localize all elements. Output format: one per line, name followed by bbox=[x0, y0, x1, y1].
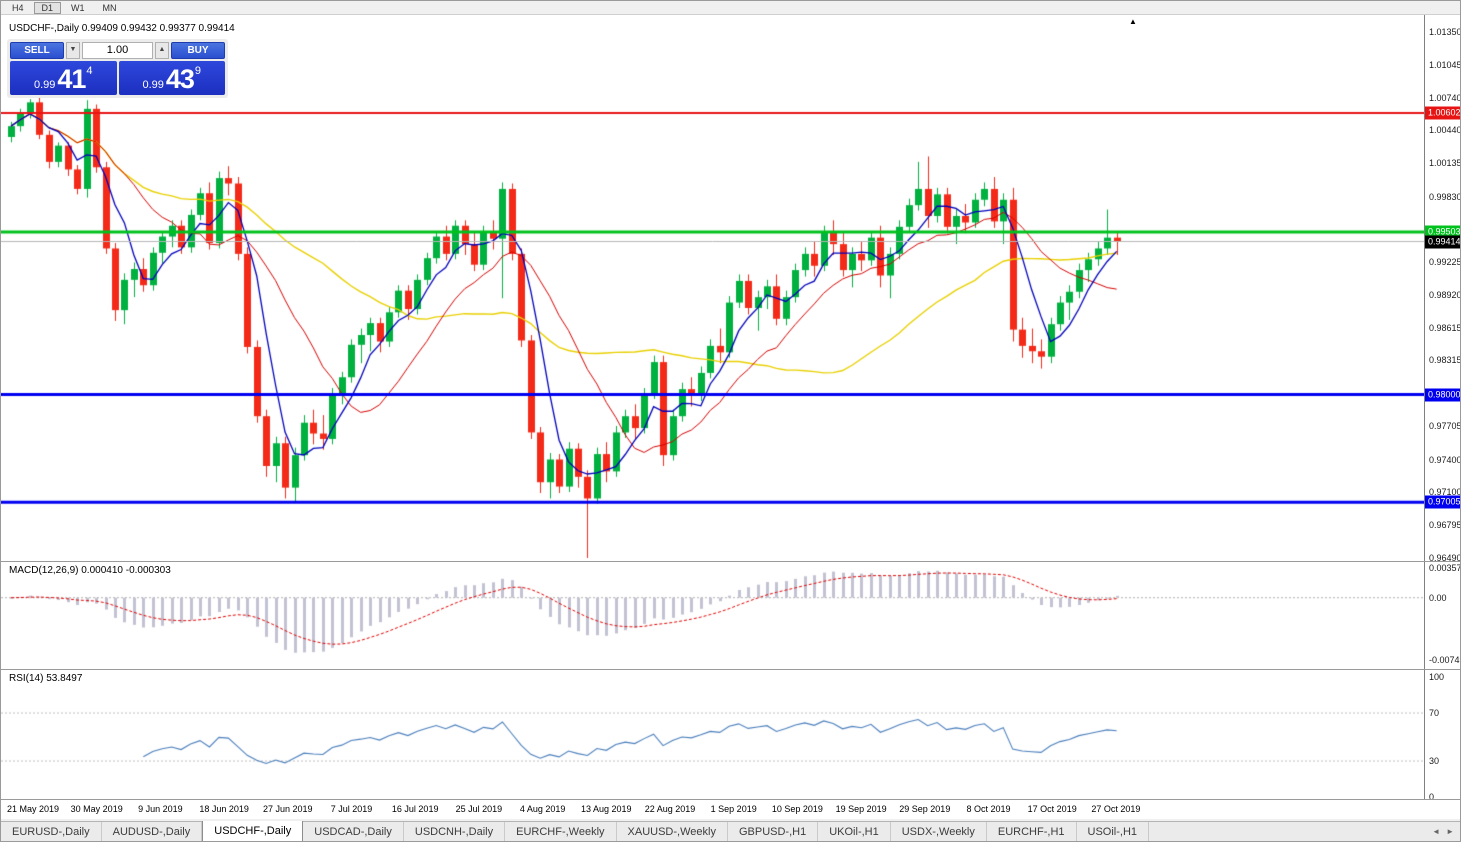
price-axis-label: 0.98615 bbox=[1429, 323, 1461, 333]
chart-window: USDCHF-,Daily 0.99409 0.99432 0.99377 0.… bbox=[1, 15, 1461, 819]
date-axis-label: 25 Jul 2019 bbox=[455, 804, 503, 814]
date-axis-label: 8 Oct 2019 bbox=[966, 804, 1011, 814]
chart-tab-usdcad-daily[interactable]: USDCAD-,Daily bbox=[303, 822, 404, 841]
date-axis-label: 29 Sep 2019 bbox=[899, 804, 951, 814]
macd-axis-label: 0.003574 bbox=[1429, 562, 1460, 573]
chart-tab-gbpusd-h1[interactable]: GBPUSD-,H1 bbox=[728, 822, 819, 841]
price-axis-label: 0.99225 bbox=[1429, 256, 1461, 267]
date-axis-label: 21 May 2019 bbox=[6, 804, 60, 814]
date-axis-label: 13 Aug 2019 bbox=[581, 804, 632, 814]
date-axis-label: 10 Sep 2019 bbox=[771, 804, 823, 814]
chart-tab-usoil-h1[interactable]: USOil-,H1 bbox=[1077, 822, 1150, 841]
chart-tab-bar: EURUSD-,Daily AUDUSD-,Daily USDCHF-,Daily U… bbox=[1, 821, 1460, 841]
panel-separator[interactable] bbox=[1, 561, 1460, 562]
price-axis-label: 0.98315 bbox=[1429, 355, 1461, 366]
sell-button[interactable]: SELL bbox=[10, 42, 64, 59]
price-axis-label: 1.00440 bbox=[1429, 125, 1461, 136]
price-chart-canvas[interactable] bbox=[1, 15, 1424, 561]
buy-price-box[interactable]: 0.99 43 9 bbox=[118, 61, 225, 95]
timeframe-toolbar: H4 D1 W1 MN bbox=[1, 1, 1460, 15]
price-axis-label: 0.96795 bbox=[1429, 519, 1461, 530]
date-axis-label: 1 Sep 2019 bbox=[710, 804, 757, 814]
date-axis-label: 7 Jul 2019 bbox=[330, 804, 373, 814]
date-axis-label: 30 May 2019 bbox=[70, 804, 123, 814]
chart-tab-usdcnh-daily[interactable]: USDCNH-,Daily bbox=[404, 822, 506, 841]
tab-scroll-left-button[interactable]: ◄ bbox=[1432, 827, 1441, 836]
rsi-axis-label: 100 bbox=[1429, 672, 1445, 682]
axis-separator bbox=[1424, 15, 1425, 799]
rsi-label: RSI(14) 53.8497 bbox=[9, 673, 83, 684]
sell-price-base: 0.99 bbox=[33, 79, 56, 91]
level-price-tag: 0.97005 bbox=[1425, 495, 1460, 509]
panel-separator[interactable] bbox=[1, 669, 1460, 670]
level-price-tag: 0.98000 bbox=[1425, 388, 1460, 402]
sell-price-box[interactable]: 0.99 41 4 bbox=[10, 61, 117, 95]
timeframe-button-mn[interactable]: MN bbox=[102, 2, 117, 13]
price-axis-label: 0.97400 bbox=[1429, 454, 1461, 465]
macd-canvas[interactable] bbox=[1, 561, 1424, 669]
buy-price-pip-digit: 9 bbox=[194, 65, 202, 77]
date-axis-label: 4 Aug 2019 bbox=[519, 804, 566, 814]
macd-axis-label: -0.00749 bbox=[1429, 654, 1461, 665]
one-click-trading-panel: SELL ▼ 1.00 ▲ BUY 0.99 41 4 0.99 43 9 bbox=[7, 39, 228, 98]
chart-tab-list: EURUSD-,Daily AUDUSD-,Daily USDCHF-,Daily U… bbox=[1, 821, 1150, 841]
volume-down-button[interactable]: ▼ bbox=[66, 42, 80, 59]
chart-tab-eurchf-h1[interactable]: EURCHF-,H1 bbox=[987, 822, 1077, 841]
sell-price-big-digits: 41 bbox=[57, 64, 86, 94]
chart-tab-usdchf-daily[interactable]: USDCHF-,Daily bbox=[202, 821, 304, 841]
price-chart-panel: USDCHF-,Daily 0.99409 0.99432 0.99377 0.… bbox=[1, 15, 1424, 561]
price-axis-label: 0.97705 bbox=[1429, 421, 1461, 432]
timeframe-button-w1[interactable]: W1 bbox=[71, 2, 85, 13]
price-axis-label: 0.97100 bbox=[1429, 486, 1461, 497]
macd-axis-label: 0.00 bbox=[1429, 592, 1447, 603]
volume-input[interactable]: 1.00 bbox=[82, 42, 153, 59]
timeframe-button-h4[interactable]: H4 bbox=[12, 2, 24, 13]
chart-tab-eurusd-daily[interactable]: EURUSD-,Daily bbox=[1, 822, 102, 841]
date-axis-label: 18 Jun 2019 bbox=[199, 804, 249, 814]
rsi-axis-label: 30 bbox=[1429, 756, 1440, 766]
chart-tab-eurchf-weekly[interactable]: EURCHF-,Weekly bbox=[505, 822, 617, 841]
price-axis-label: 1.01350 bbox=[1429, 26, 1461, 37]
chart-tab-usdx-weekly[interactable]: USDX-,Weekly bbox=[891, 822, 987, 841]
tab-scroll-right-button[interactable]: ► bbox=[1446, 827, 1454, 836]
rsi-axis-label: 0 bbox=[1429, 792, 1435, 802]
timeframe-button-d1[interactable]: D1 bbox=[33, 1, 62, 14]
current-price-tag: 0.99414 bbox=[1425, 235, 1460, 249]
price-axis-label: 1.01045 bbox=[1429, 60, 1461, 70]
price-axis-label: 0.96490 bbox=[1429, 552, 1461, 563]
volume-up-button[interactable]: ▲ bbox=[155, 42, 169, 59]
date-axis-label: 16 Jul 2019 bbox=[391, 804, 439, 814]
chart-ohlc-title: USDCHF-,Daily 0.99409 0.99432 0.99377 0.… bbox=[9, 23, 235, 34]
price-axis-label: 1.00740 bbox=[1429, 93, 1461, 103]
date-axis-label: 22 Aug 2019 bbox=[644, 804, 696, 814]
level-price-tag: 1.00602 bbox=[1425, 106, 1460, 120]
rsi-canvas[interactable] bbox=[1, 669, 1424, 799]
date-axis[interactable]: 21 May 2019 30 May 2019 9 Jun 2019 18 Jun 2… bbox=[1, 799, 1460, 819]
chart-tab-ukoil-h1[interactable]: UKOil-,H1 bbox=[818, 822, 891, 841]
rsi-indicator-panel: RSI(14) 53.8497 bbox=[1, 669, 1424, 799]
chart-tab-xauusd-weekly[interactable]: XAUUSD-,Weekly bbox=[617, 822, 728, 841]
rsi-axis-label: 70 bbox=[1429, 708, 1440, 718]
price-axis-label: 1.00135 bbox=[1429, 158, 1461, 169]
buy-button[interactable]: BUY bbox=[171, 42, 225, 59]
buy-price-base: 0.99 bbox=[142, 79, 164, 91]
price-axis-label: 0.99830 bbox=[1429, 191, 1461, 202]
tab-scroll-arrows: ◄ ► bbox=[1426, 822, 1460, 841]
date-axis-label: 9 Jun 2019 bbox=[138, 804, 183, 814]
chart-shift-marker-icon[interactable]: ▲ bbox=[1129, 17, 1137, 26]
date-axis-label: 27 Oct 2019 bbox=[1091, 804, 1141, 814]
chart-tab-audusd-daily[interactable]: AUDUSD-,Daily bbox=[102, 822, 203, 841]
date-axis-label: 27 Jun 2019 bbox=[263, 804, 313, 814]
price-axis-label: 0.98920 bbox=[1429, 289, 1461, 300]
price-axis[interactable]: 1.01350 1.01045 1.00740 1.00440 1.00135 0.998… bbox=[1425, 15, 1461, 802]
date-axis-label: 19 Sep 2019 bbox=[835, 804, 887, 814]
sell-price-pip-digit: 4 bbox=[86, 65, 93, 77]
macd-label: MACD(12,26,9) 0.000410 -0.000303 bbox=[9, 565, 171, 576]
buy-price-big-digits: 43 bbox=[165, 64, 195, 94]
date-axis-label: 17 Oct 2019 bbox=[1027, 804, 1077, 814]
macd-indicator-panel: MACD(12,26,9) 0.000410 -0.000303 bbox=[1, 561, 1424, 669]
